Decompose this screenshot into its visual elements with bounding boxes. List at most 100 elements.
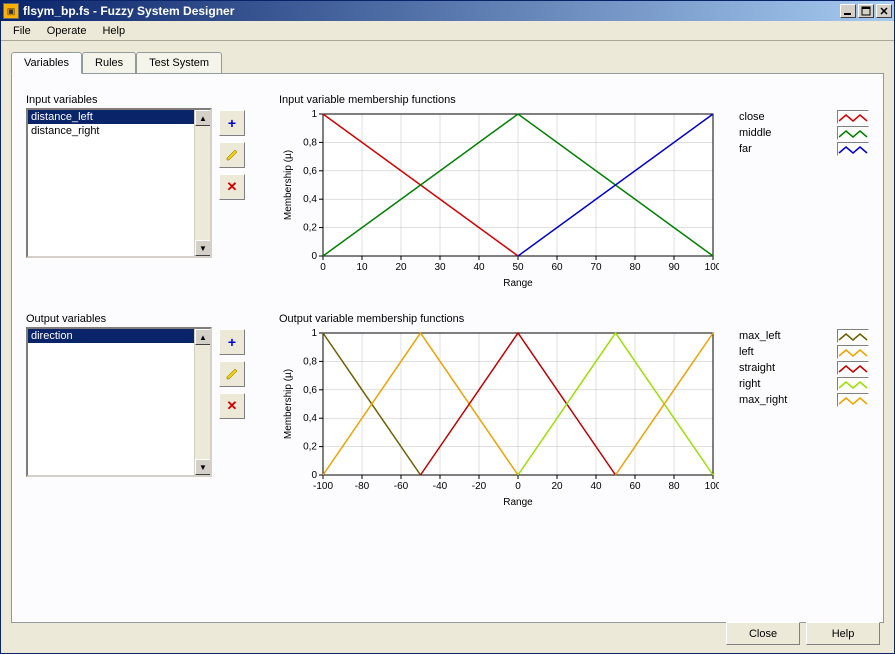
pencil-icon <box>225 367 239 381</box>
svg-text:80: 80 <box>629 262 641 273</box>
svg-text:10: 10 <box>356 262 368 273</box>
svg-text:0: 0 <box>320 262 326 273</box>
input-section: Input variables distance_leftdistance_rig… <box>26 94 869 291</box>
delete-button[interactable]: ✕ <box>219 393 245 419</box>
svg-text:1: 1 <box>311 109 317 120</box>
app-window: ▣ flsym_bp.fs - Fuzzy System Designer Fi… <box>0 0 895 654</box>
svg-text:30: 30 <box>434 262 446 273</box>
legend-swatch <box>837 393 869 407</box>
menu-operate[interactable]: Operate <box>39 23 95 39</box>
svg-text:0,4: 0,4 <box>303 194 317 205</box>
content-area: Variables Rules Test System Input variab… <box>1 41 894 653</box>
legend-swatch <box>837 110 869 124</box>
titlebar: ▣ flsym_bp.fs - Fuzzy System Designer <box>1 1 894 21</box>
legend-item: close <box>739 110 869 124</box>
legend-label: close <box>739 111 799 123</box>
scroll-up-button[interactable]: ▲ <box>195 110 211 126</box>
svg-text:Membership (µ): Membership (µ) <box>283 369 294 439</box>
menu-file[interactable]: File <box>5 23 39 39</box>
svg-text:40: 40 <box>473 262 485 273</box>
legend-swatch <box>837 377 869 391</box>
legend-item: left <box>739 345 869 359</box>
svg-text:1: 1 <box>311 328 317 339</box>
svg-text:-100: -100 <box>313 481 333 492</box>
tab-rules[interactable]: Rules <box>82 52 136 74</box>
svg-text:80: 80 <box>668 481 680 492</box>
tab-variables[interactable]: Variables <box>11 52 82 74</box>
help-button[interactable]: Help <box>806 622 880 645</box>
svg-text:0,6: 0,6 <box>303 385 317 396</box>
list-item[interactable]: distance_left <box>28 110 210 124</box>
edit-button[interactable] <box>219 361 245 387</box>
legend-label: left <box>739 346 799 358</box>
menubar: File Operate Help <box>1 21 894 41</box>
add-button[interactable]: + <box>219 329 245 355</box>
x-icon: ✕ <box>227 179 238 195</box>
legend-swatch <box>837 361 869 375</box>
window-title: flsym_bp.fs - Fuzzy System Designer <box>23 4 838 18</box>
plus-icon: + <box>228 334 236 350</box>
variable-listbox[interactable]: direction▲▼ <box>26 327 212 477</box>
legend-swatch <box>837 345 869 359</box>
scroll-down-button[interactable]: ▼ <box>195 459 211 475</box>
chart-title: Output variable membership functions <box>279 313 719 325</box>
svg-text:70: 70 <box>590 262 602 273</box>
maximize-button[interactable] <box>858 4 874 18</box>
edit-button[interactable] <box>219 142 245 168</box>
legend-label: straight <box>739 362 799 374</box>
svg-text:0,2: 0,2 <box>303 442 317 453</box>
chart-title: Input variable membership functions <box>279 94 719 106</box>
membership-chart: 010203040506070809010000,20,40,60,81Rang… <box>279 108 719 291</box>
list-item[interactable]: direction <box>28 329 210 343</box>
svg-text:0,4: 0,4 <box>303 413 317 424</box>
x-icon: ✕ <box>227 398 238 414</box>
tab-test-system[interactable]: Test System <box>136 52 222 74</box>
svg-text:Range: Range <box>503 278 533 288</box>
legend-swatch <box>837 142 869 156</box>
minimize-button[interactable] <box>840 4 856 18</box>
tabstrip: Variables Rules Test System <box>11 52 884 74</box>
scroll-down-button[interactable]: ▼ <box>195 240 211 256</box>
svg-text:0: 0 <box>311 251 317 262</box>
delete-button[interactable]: ✕ <box>219 174 245 200</box>
list-label: Input variables <box>26 94 213 106</box>
svg-text:0,6: 0,6 <box>303 166 317 177</box>
svg-text:Range: Range <box>503 497 533 507</box>
svg-text:50: 50 <box>512 262 524 273</box>
list-item[interactable]: distance_right <box>28 124 210 138</box>
legend-swatch <box>837 126 869 140</box>
scroll-up-button[interactable]: ▲ <box>195 329 211 345</box>
scrollbar-vertical[interactable]: ▲▼ <box>194 329 210 475</box>
legend-swatch <box>837 329 869 343</box>
svg-text:20: 20 <box>551 481 563 492</box>
svg-text:-60: -60 <box>394 481 409 492</box>
legend-item: straight <box>739 361 869 375</box>
close-button[interactable] <box>876 4 892 18</box>
svg-text:0: 0 <box>311 470 317 481</box>
legend-item: max_right <box>739 393 869 407</box>
membership-chart: -100-80-60-40-2002040608010000,20,40,60,… <box>279 327 719 510</box>
scrollbar-vertical[interactable]: ▲▼ <box>194 110 210 256</box>
add-button[interactable]: + <box>219 110 245 136</box>
svg-text:-40: -40 <box>433 481 448 492</box>
legend-label: max_right <box>739 394 799 406</box>
legend: max_leftleftstraightrightmax_right <box>739 329 869 510</box>
svg-text:40: 40 <box>590 481 602 492</box>
list-label: Output variables <box>26 313 213 325</box>
legend: closemiddlefar <box>739 110 869 291</box>
svg-text:0,8: 0,8 <box>303 356 317 367</box>
plus-icon: + <box>228 115 236 131</box>
menu-help[interactable]: Help <box>94 23 133 39</box>
variable-listbox[interactable]: distance_leftdistance_right▲▼ <box>26 108 212 258</box>
svg-text:90: 90 <box>668 262 680 273</box>
app-icon: ▣ <box>3 3 19 19</box>
close-dialog-button[interactable]: Close <box>726 622 800 645</box>
svg-text:60: 60 <box>551 262 563 273</box>
tabpanel-variables: Input variables distance_leftdistance_rig… <box>11 73 884 623</box>
svg-text:0,2: 0,2 <box>303 223 317 234</box>
legend-label: max_left <box>739 330 799 342</box>
svg-text:0: 0 <box>515 481 521 492</box>
pencil-icon <box>225 148 239 162</box>
svg-text:-80: -80 <box>355 481 370 492</box>
svg-text:20: 20 <box>395 262 407 273</box>
